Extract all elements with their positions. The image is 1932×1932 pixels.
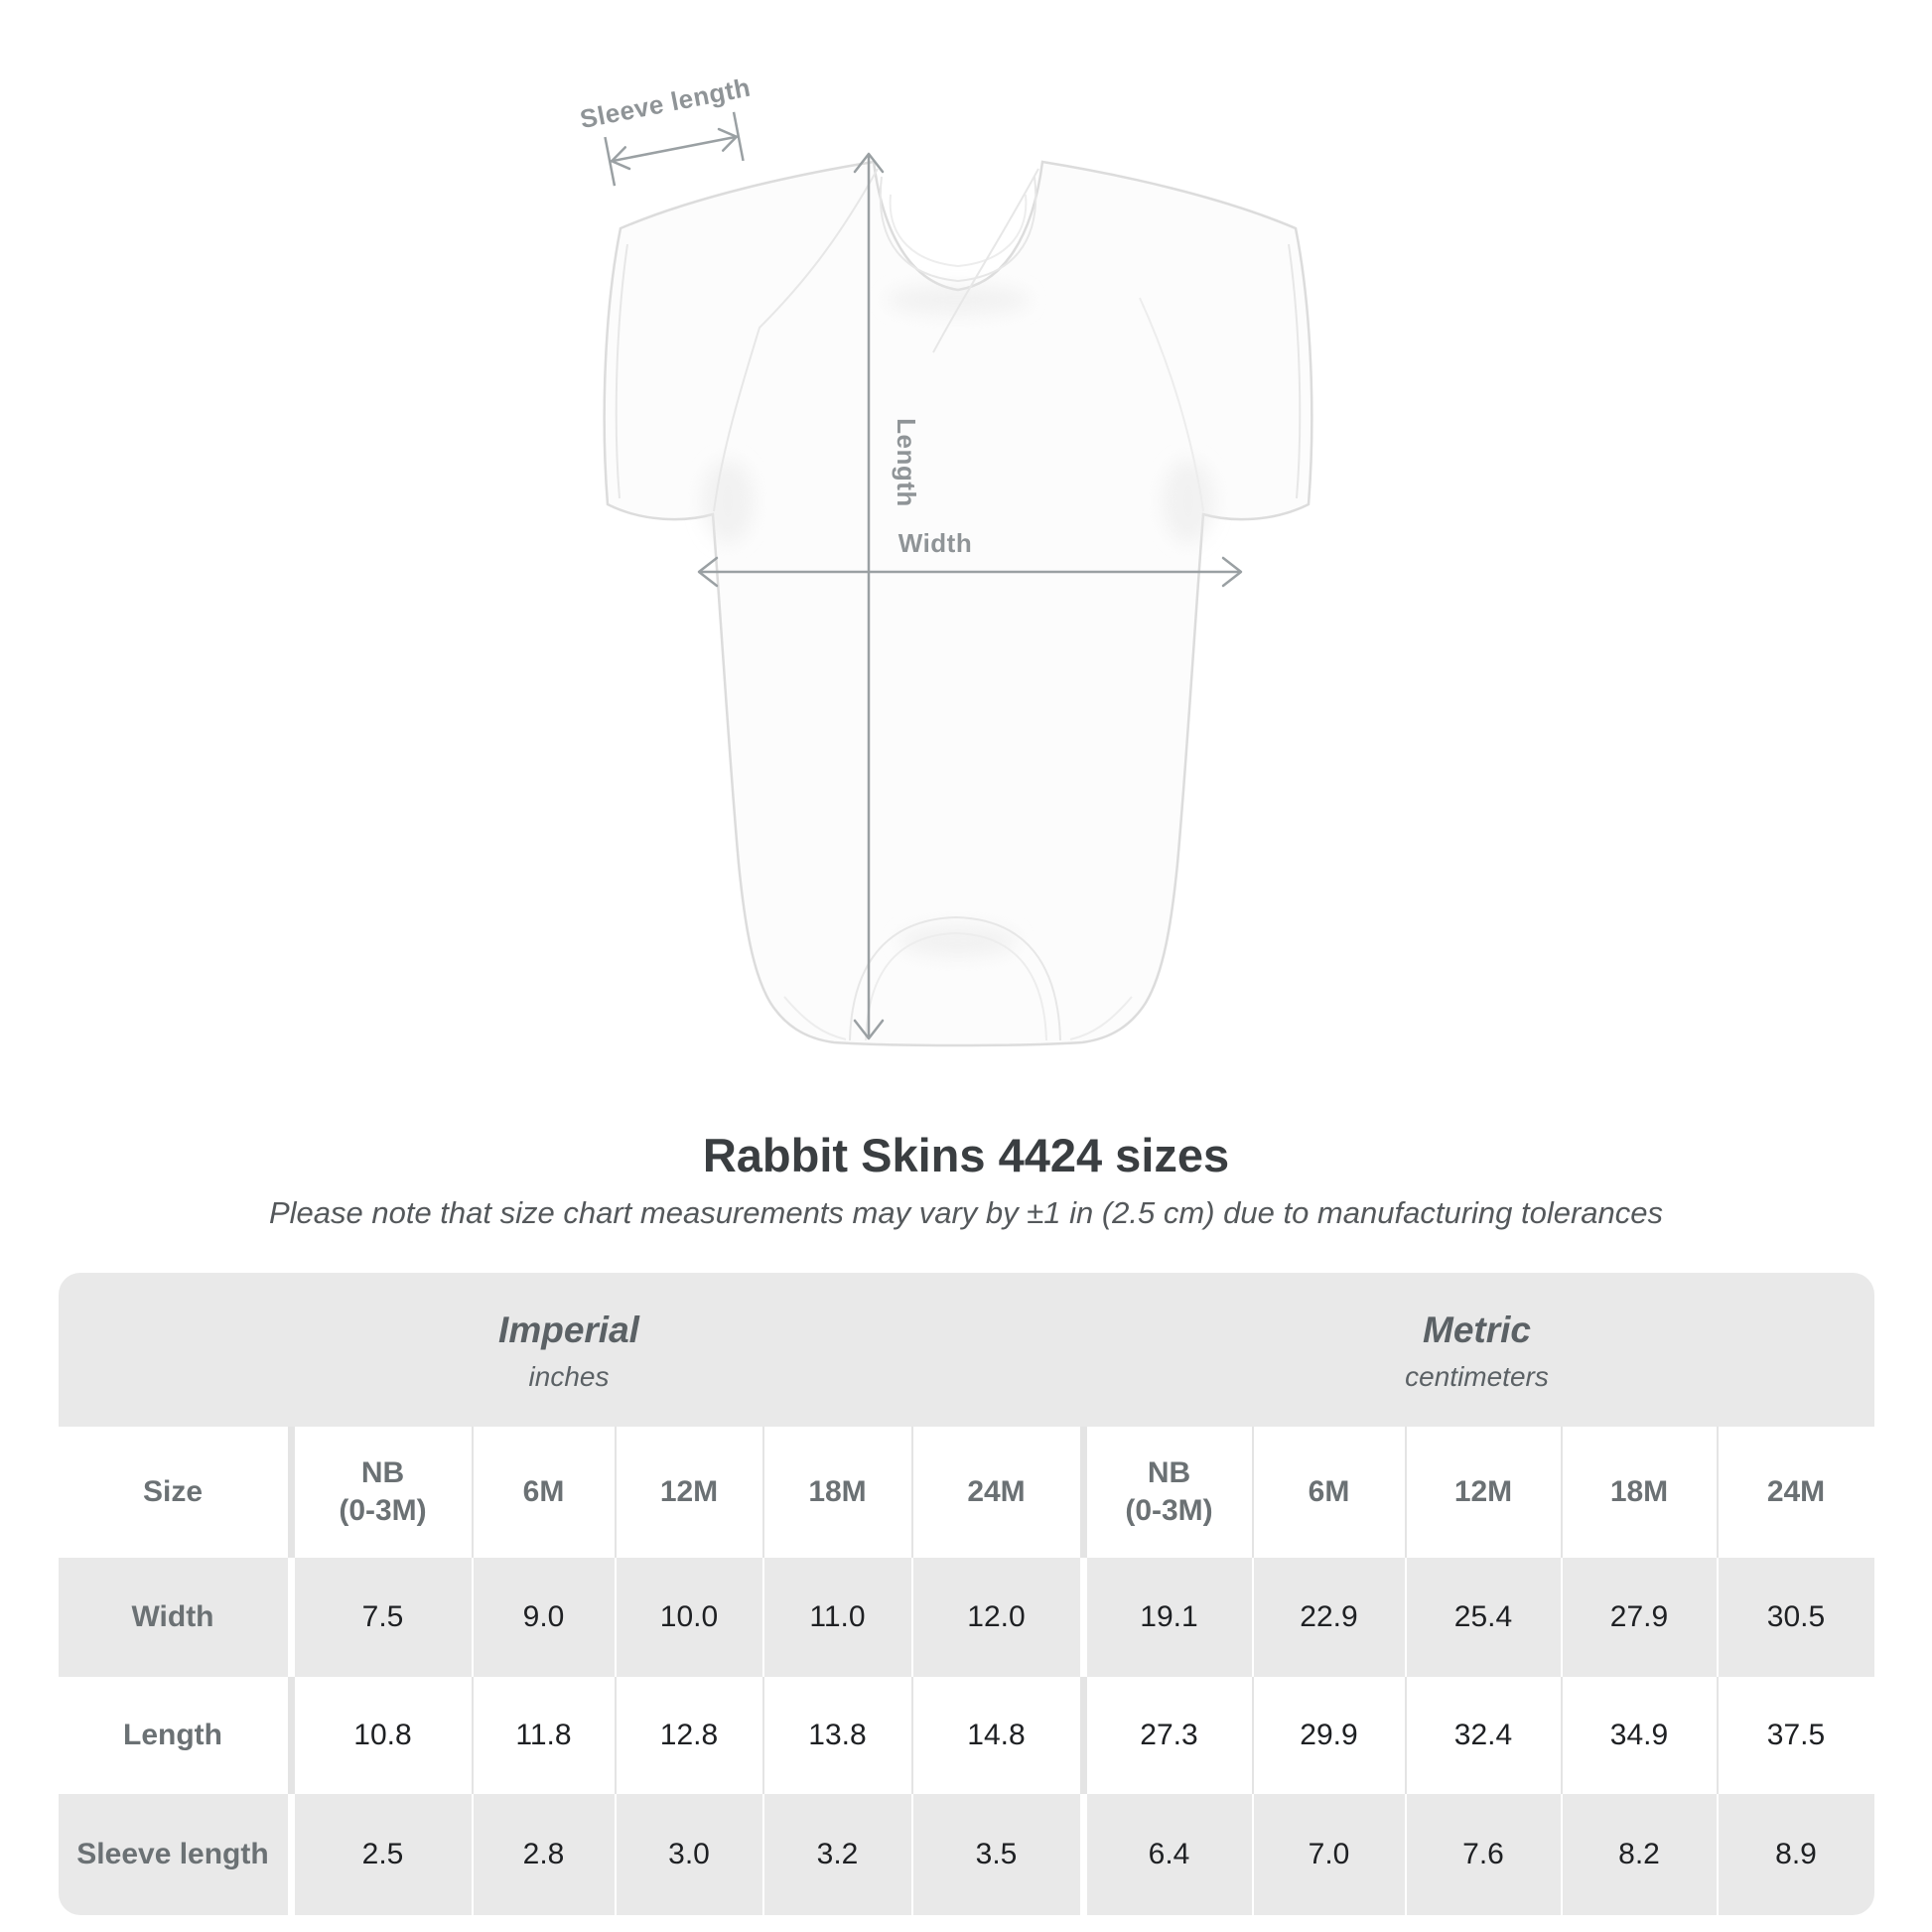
sleeve-arrow-left-icon (610, 146, 631, 171)
col-header-metric-24m: 24M (1716, 1426, 1874, 1558)
metric-group-header: Metric centimeters (1080, 1273, 1874, 1427)
length-metric-12m: 32.4 (1404, 1676, 1561, 1794)
sleeve-metric-nb: 6.4 (1079, 1793, 1252, 1915)
col-header-imperial-12m: 12M (614, 1426, 762, 1558)
left-armpit-shadow (702, 460, 754, 543)
width-metric-18m: 27.9 (1560, 1557, 1717, 1677)
sleeve-imperial-6m: 2.8 (471, 1793, 615, 1915)
sleeve-arrow-line (609, 135, 740, 163)
imperial-unit: inches (528, 1361, 610, 1393)
col-header-metric-12m: 12M (1404, 1426, 1561, 1558)
left-lap-seam (713, 168, 879, 512)
width-metric-12m: 25.4 (1404, 1557, 1561, 1677)
width-imperial-12m: 10.0 (614, 1557, 762, 1677)
col-header-imperial-nb: NB (0-3M) (287, 1426, 472, 1558)
neckline-binding-seam (879, 176, 1037, 283)
sleeve-imperial-24m: 3.5 (910, 1793, 1080, 1915)
length-metric-nb: 27.3 (1079, 1676, 1252, 1794)
page-title: Rabbit Skins 4424 sizes (702, 1129, 1230, 1181)
width-imperial-18m: 11.0 (761, 1557, 911, 1677)
width-arrow-left-icon (697, 556, 719, 588)
length-imperial-12m: 12.8 (614, 1676, 762, 1794)
length-imperial-24m: 14.8 (910, 1676, 1080, 1794)
row-label-sleeve-length: Sleeve length (76, 1837, 269, 1870)
table-row-sleeve-length: Sleeve length 2.5 2.8 3.0 3.2 3.5 6.4 7.… (58, 1793, 1874, 1915)
bodysuit-illustration (603, 160, 1313, 1047)
metric-unit: centimeters (1405, 1361, 1549, 1393)
width-imperial-24m: 12.0 (910, 1557, 1080, 1677)
row-label-width: Width (131, 1599, 214, 1633)
neck-shadow (887, 285, 1030, 315)
right-armpit-shadow (1163, 460, 1214, 543)
length-imperial-18m: 13.8 (761, 1676, 911, 1794)
collar-inner-seam (889, 194, 1028, 268)
col-header-metric-18m: 18M (1560, 1426, 1717, 1558)
crotch-flap-outer-seam (849, 915, 1061, 1041)
row-label-length: Length (123, 1718, 222, 1751)
length-metric-24m: 37.5 (1716, 1676, 1874, 1794)
size-column-header: Size (142, 1474, 204, 1508)
length-metric-18m: 34.9 (1560, 1676, 1717, 1794)
width-metric-6m: 22.9 (1251, 1557, 1405, 1677)
sleeve-right-tick (732, 111, 745, 162)
right-sleeve-hem-seam (1288, 243, 1302, 499)
right-leg-binding-seam (1069, 996, 1133, 1040)
length-arrow-up-icon (853, 152, 885, 174)
bodysuit-svg: Length Width Sleeve length (578, 72, 1313, 1047)
length-label: Length (892, 418, 921, 507)
col-header-metric-nb: NB (0-3M) (1079, 1426, 1252, 1558)
sleeve-imperial-18m: 3.2 (761, 1793, 911, 1915)
length-metric-6m: 29.9 (1251, 1676, 1405, 1794)
right-armhole-seam (1139, 297, 1204, 512)
length-imperial-nb: 10.8 (287, 1676, 472, 1794)
sleeve-metric-18m: 8.2 (1560, 1793, 1717, 1915)
sleeve-imperial-nb: 2.5 (287, 1793, 472, 1915)
width-imperial-6m: 9.0 (471, 1557, 615, 1677)
length-imperial-6m: 11.8 (471, 1676, 615, 1794)
imperial-label: Imperial (498, 1310, 639, 1351)
sleeve-left-tick (604, 136, 617, 187)
left-leg-binding-seam (783, 996, 847, 1040)
table-header-row: Size NB (0-3M) 6M 12M 18M 24M NB (0-3M) … (58, 1426, 1874, 1558)
sleeve-imperial-12m: 3.0 (614, 1793, 762, 1915)
width-metric-nb: 19.1 (1079, 1557, 1252, 1677)
right-lap-seam (932, 168, 1039, 353)
width-measurement: Width (697, 528, 1243, 588)
width-imperial-nb: 7.5 (287, 1557, 472, 1677)
table-row-length: Length 10.8 11.8 12.8 13.8 14.8 27.3 29.… (58, 1676, 1874, 1794)
title-block: Rabbit Skins 4424 sizes Please note that… (0, 1130, 1932, 1231)
sleeve-metric-12m: 7.6 (1404, 1793, 1561, 1915)
crotch-flap-inner-seam (865, 931, 1047, 1041)
imperial-group-header: Imperial inches (59, 1273, 1080, 1427)
col-header-imperial-18m: 18M (761, 1426, 911, 1558)
col-header-imperial-24m: 24M (910, 1426, 1080, 1558)
sleeve-length-label: Sleeve length (578, 72, 754, 135)
col-header-imperial-6m: 6M (471, 1426, 615, 1558)
length-measurement: Length (853, 152, 921, 1040)
width-arrow-right-icon (1221, 556, 1243, 588)
width-metric-24m: 30.5 (1716, 1557, 1874, 1677)
table-row-width: Width 7.5 9.0 10.0 11.0 12.0 19.1 22.9 2… (58, 1557, 1874, 1677)
bodysuit-diagram: Length Width Sleeve length (578, 72, 1313, 1047)
sleeve-metric-6m: 7.0 (1251, 1793, 1405, 1915)
col-header-metric-6m: 6M (1251, 1426, 1405, 1558)
sleeve-length-measurement: Sleeve length (578, 72, 754, 187)
metric-label: Metric (1423, 1310, 1531, 1351)
left-sleeve-hem-seam (615, 243, 628, 499)
width-label: Width (898, 528, 972, 558)
size-table: Imperial inches Metric centimeters Size … (58, 1272, 1874, 1915)
sleeve-arrow-right-icon (717, 127, 739, 152)
length-arrow-down-icon (853, 1019, 885, 1040)
sleeve-metric-24m: 8.9 (1716, 1793, 1874, 1915)
unit-band: Imperial inches Metric centimeters (58, 1272, 1874, 1427)
bodysuit-outline (603, 160, 1313, 1047)
tolerance-note: Please note that size chart measurements… (268, 1194, 1664, 1230)
flap-shadow (898, 925, 1018, 957)
